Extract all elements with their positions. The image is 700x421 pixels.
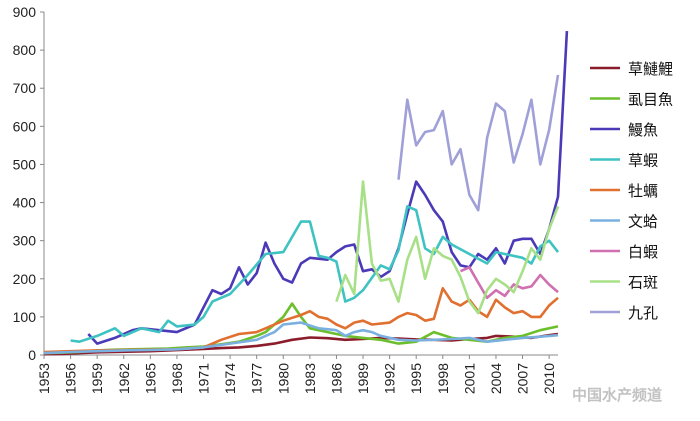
x-tick-label: 1989 (355, 363, 371, 394)
y-tick-label: 800 (13, 42, 37, 58)
x-tick-label: 1995 (408, 363, 424, 394)
watermark: 中国水产频道 (571, 386, 662, 404)
series-line-5 (43, 321, 559, 355)
x-tick-label: 1992 (382, 363, 398, 394)
legend-label: 虱目魚 (628, 91, 673, 109)
y-tick-label: 200 (13, 271, 37, 287)
x-tick-label: 1953 (36, 363, 52, 394)
legend-label: 草蝦 (628, 152, 658, 170)
plot-area (43, 31, 569, 356)
series-line-1 (43, 302, 559, 355)
x-tick-label: 1959 (89, 363, 105, 394)
x-tick-label: 1956 (63, 363, 79, 394)
y-tick-label: 500 (13, 156, 37, 172)
legend-label: 白蝦 (628, 243, 658, 261)
legend-label: 九孔 (628, 304, 658, 322)
series-line-8 (397, 74, 560, 212)
y-tick-label: 0 (28, 347, 36, 363)
legend-label: 文蛤 (628, 213, 658, 231)
y-tick-label: 600 (13, 118, 37, 134)
y-tick-label: 900 (13, 4, 37, 20)
x-tick-label: 1986 (328, 363, 344, 394)
x-tick-label: 1998 (435, 363, 451, 394)
series-line-7 (335, 180, 560, 315)
y-tick-label: 100 (13, 309, 37, 325)
x-tick-label: 1983 (302, 363, 318, 394)
x-tick-label: 1977 (249, 363, 265, 394)
series-line-0 (43, 332, 559, 356)
x-axis-ticks: 1953 1956 1959 1962 1965 1968 1971 1974 1977 1980… (36, 355, 557, 394)
y-tick-label: 400 (13, 195, 37, 211)
series-line-6 (459, 266, 559, 300)
x-tick-label: 2010 (541, 363, 557, 394)
x-tick-label: 1974 (222, 363, 238, 394)
x-tick-label: 2004 (488, 363, 504, 394)
legend-label: 石斑 (628, 274, 658, 292)
legend-label: 草鰱鯉 (628, 60, 673, 78)
x-tick-label: 2007 (515, 363, 531, 394)
y-axis-ticks: 0 100 200 300 400 500 600 700 800 900 (13, 4, 44, 363)
legend-label: 牡蠣 (628, 182, 658, 200)
x-tick-label: 1962 (116, 363, 132, 394)
series-line-2 (87, 31, 569, 345)
x-tick-label: 1971 (196, 363, 212, 394)
legend-label: 鰻魚 (628, 121, 658, 139)
x-tick-label: 1965 (142, 363, 158, 394)
series-line-4 (43, 287, 559, 354)
x-tick-label: 1980 (275, 363, 291, 394)
y-tick-label: 300 (13, 233, 37, 249)
series-line-3 (70, 205, 560, 343)
x-tick-label: 2001 (461, 363, 477, 394)
axes (43, 12, 558, 356)
x-tick-label: 1968 (169, 363, 185, 394)
y-tick-label: 700 (13, 80, 37, 96)
